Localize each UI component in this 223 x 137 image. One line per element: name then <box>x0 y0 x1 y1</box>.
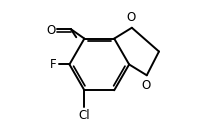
Text: F: F <box>50 58 57 71</box>
Text: O: O <box>46 24 55 37</box>
Text: O: O <box>126 11 136 24</box>
Text: Cl: Cl <box>78 109 90 122</box>
Text: O: O <box>141 79 151 92</box>
